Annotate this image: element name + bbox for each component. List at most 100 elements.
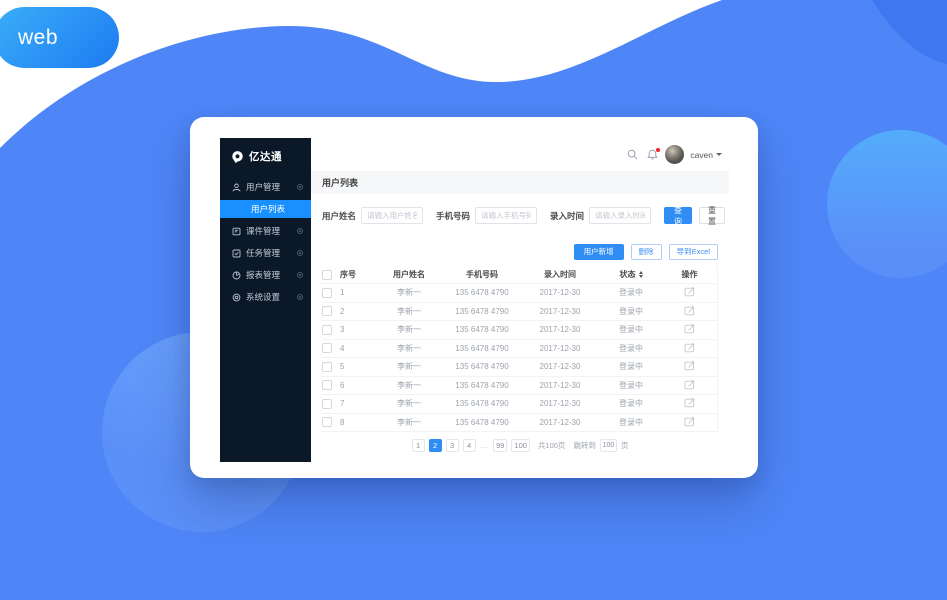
cell-no: 6	[340, 380, 345, 390]
filter-date-label: 录入时间	[550, 210, 585, 221]
edit-icon[interactable]	[684, 416, 695, 427]
row-checkbox[interactable]	[322, 398, 332, 409]
cell-phone: 135 6478 4790	[455, 288, 509, 298]
web-badge: web	[0, 7, 119, 68]
expand-toggle-icon[interactable]	[297, 294, 303, 300]
topbar: caven	[311, 138, 729, 171]
page-button-100[interactable]: 100	[511, 439, 530, 452]
expand-toggle-icon[interactable]	[297, 184, 303, 190]
edit-icon[interactable]	[684, 286, 695, 297]
page-button-99[interactable]: 99	[493, 439, 508, 452]
avatar[interactable]	[665, 145, 685, 164]
edit-icon[interactable]	[684, 342, 695, 353]
table-row: 2 李新一 135 6478 4790 2017-12-30 登录中	[322, 303, 717, 321]
col-header-action: 操作	[681, 270, 698, 279]
cell-phone: 135 6478 4790	[455, 343, 509, 353]
action-bar: 用户新增 删除 导到Excel	[311, 237, 729, 266]
web-badge-label: web	[18, 25, 59, 49]
row-checkbox[interactable]	[322, 287, 332, 298]
cell-date: 2017-12-30	[539, 343, 581, 353]
cell-status: 登录中	[619, 399, 643, 409]
cell-status: 登录中	[619, 325, 643, 335]
reset-button[interactable]: 重置	[699, 206, 726, 226]
sidebar-item-user-management[interactable]: 用户管理	[220, 176, 311, 198]
brand-pin-icon	[232, 150, 243, 163]
cell-name: 李新一	[397, 343, 421, 353]
edit-icon[interactable]	[684, 397, 695, 408]
user-icon	[232, 183, 241, 191]
cell-date: 2017-12-30	[539, 399, 581, 409]
query-button[interactable]: 查询	[664, 206, 693, 226]
cell-name: 李新一	[397, 325, 421, 335]
sidebar-menu: 用户管理 用户列表 课件管理	[220, 176, 311, 308]
row-checkbox[interactable]	[322, 306, 332, 317]
cell-no: 2	[340, 306, 345, 316]
user-menu[interactable]: caven	[690, 150, 722, 160]
edit-icon[interactable]	[684, 379, 695, 390]
row-checkbox[interactable]	[322, 324, 332, 335]
settings-icon	[232, 293, 241, 301]
cell-date: 2017-12-30	[539, 362, 581, 372]
row-checkbox[interactable]	[322, 417, 332, 428]
table-row: 6 李新一 135 6478 4790 2017-12-30 登录中	[322, 377, 717, 395]
table-row: 4 李新一 135 6478 4790 2017-12-30 登录中	[322, 340, 717, 358]
sidebar-item-courseware-management[interactable]: 课件管理	[220, 220, 311, 242]
expand-toggle-icon[interactable]	[297, 250, 303, 256]
sidebar-item-user-list-active[interactable]: 用户列表	[220, 200, 311, 218]
edit-icon[interactable]	[684, 360, 695, 371]
pagination-jump-label: 跳转到	[573, 441, 596, 450]
cell-no: 3	[340, 325, 345, 335]
table-row: 7 李新一 135 6478 4790 2017-12-30 登录中	[322, 395, 717, 414]
cell-date: 2017-12-30	[539, 380, 581, 390]
add-user-button[interactable]: 用户新增	[573, 243, 624, 260]
sidebar-item-task-management[interactable]: 任务管理	[220, 242, 311, 264]
filter-phone: 手机号码	[436, 207, 538, 224]
expand-toggle-icon[interactable]	[297, 272, 303, 278]
sort-icon[interactable]	[638, 270, 643, 279]
cell-status: 登录中	[619, 288, 643, 298]
export-excel-button[interactable]: 导到Excel	[668, 243, 718, 260]
filter-username: 用户姓名	[322, 207, 424, 224]
date-input[interactable]	[589, 207, 652, 224]
main-content: caven 用户列表 用户姓名 手机号码	[311, 138, 729, 462]
table-header-row: 序号 用户姓名 手机号码 录入时间 状态 操作	[322, 266, 717, 284]
sidebar-subitem-label: 用户列表	[251, 204, 286, 214]
username-input[interactable]	[361, 207, 424, 224]
edit-icon[interactable]	[684, 323, 695, 334]
chevron-down-icon	[716, 153, 722, 156]
device-card: 亿达通 用户管理 用户列表	[190, 117, 758, 478]
page-button-3[interactable]: 3	[445, 439, 459, 452]
phone-input[interactable]	[475, 207, 538, 224]
table-row: 8 李新一 135 6478 4790 2017-12-30 登录中	[322, 414, 717, 432]
filter-buttons: 查询 重置	[664, 206, 726, 226]
cell-phone: 135 6478 4790	[455, 325, 509, 335]
expand-toggle-icon[interactable]	[297, 228, 303, 234]
page-button-4[interactable]: 4	[462, 439, 476, 452]
row-checkbox[interactable]	[322, 380, 332, 391]
sidebar-item-label: 用户管理	[246, 182, 281, 192]
search-button[interactable]	[627, 149, 638, 160]
courseware-icon	[232, 227, 241, 235]
page-title-bar: 用户列表	[311, 171, 729, 194]
page-button-2-active[interactable]: 2	[428, 439, 442, 452]
cell-phone: 135 6478 4790	[455, 399, 509, 409]
select-all-checkbox[interactable]	[322, 269, 332, 280]
sidebar-item-label: 任务管理	[246, 248, 281, 258]
notifications-button[interactable]	[647, 148, 661, 160]
cell-status: 登录中	[619, 306, 643, 316]
sidebar-item-report-management[interactable]: 报表管理	[220, 264, 311, 286]
delete-button[interactable]: 删除	[630, 243, 662, 260]
notification-badge	[656, 148, 661, 152]
cell-no: 1	[340, 288, 345, 298]
pagination-unit: 页	[620, 441, 629, 450]
cell-status: 登录中	[619, 362, 643, 372]
col-header-date: 录入时间	[544, 270, 576, 279]
edit-icon[interactable]	[684, 305, 695, 316]
sidebar-item-system-settings[interactable]: 系统设置	[220, 286, 311, 308]
row-checkbox[interactable]	[322, 361, 332, 372]
row-checkbox[interactable]	[322, 343, 332, 354]
page-jump-input[interactable]	[599, 439, 617, 452]
page-button-1[interactable]: 1	[411, 439, 425, 452]
cell-date: 2017-12-30	[539, 417, 581, 427]
